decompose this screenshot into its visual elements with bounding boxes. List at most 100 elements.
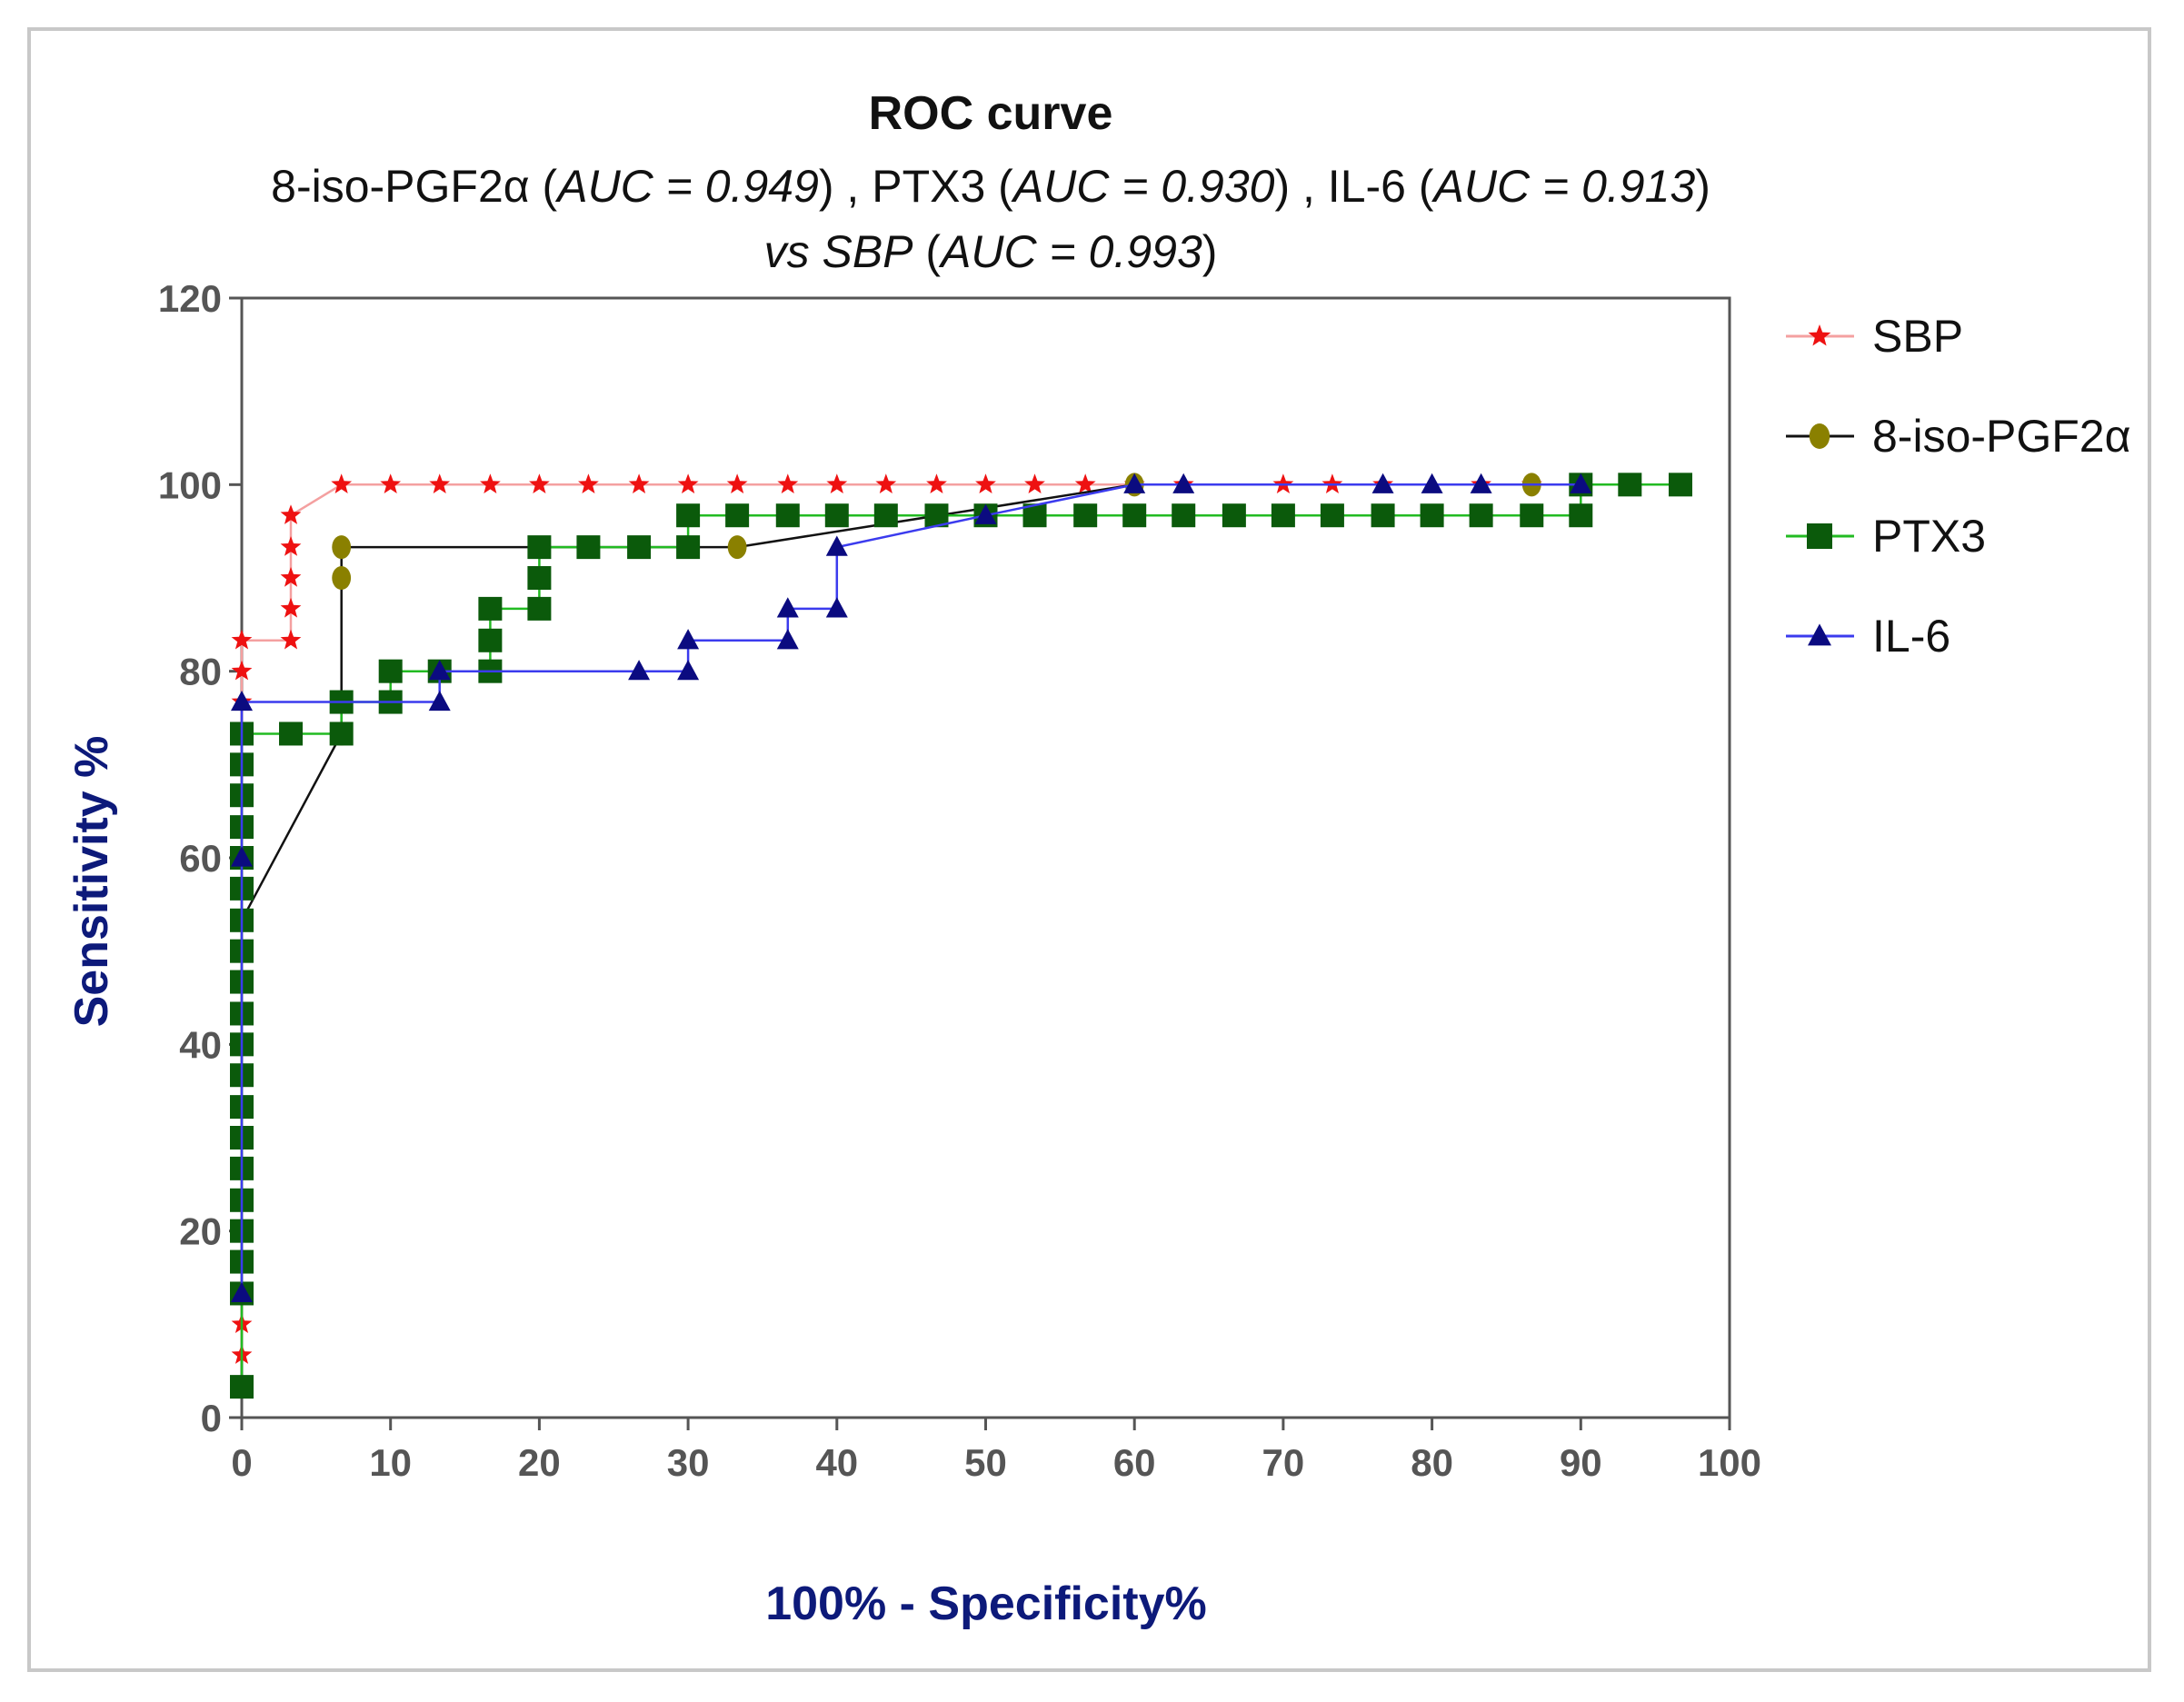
data-point-il-6 xyxy=(231,846,253,867)
subtitle-line-1-part-3: AUC = 0.930 xyxy=(1011,161,1275,212)
data-point-sbp xyxy=(280,504,302,524)
x-tick-label: 50 xyxy=(964,1441,1007,1484)
data-point-8-iso-pgf2 xyxy=(332,535,352,560)
y-tick-label: 40 xyxy=(179,1023,222,1066)
data-point-il-6 xyxy=(628,660,651,681)
data-point-sbp xyxy=(826,473,848,493)
legend-item-il-6: IL-6 xyxy=(1786,611,1950,662)
subtitle-line-2-part-3: ) xyxy=(1202,226,1218,277)
data-point-il-6 xyxy=(428,660,451,681)
legend-label-sbp: SBP xyxy=(1872,311,1963,362)
x-tick-label: 100 xyxy=(1698,1441,1761,1484)
data-point-ptx3 xyxy=(1520,503,1544,528)
legend-marker-il-6 xyxy=(1808,623,1831,646)
data-point-il-6 xyxy=(231,1281,253,1303)
legend-item-sbp: SBP xyxy=(1786,311,1963,362)
data-point-ptx3 xyxy=(378,659,403,683)
subtitle-line-1-part-0: 8-iso-PGF2α ( xyxy=(271,161,557,212)
data-point-8-iso-pgf2 xyxy=(332,566,352,590)
y-tick-label: 120 xyxy=(158,277,222,320)
legend-label-8-iso-pgf2: 8-iso-PGF2α xyxy=(1872,411,2131,462)
data-point-sbp xyxy=(331,473,353,493)
x-tick-label: 80 xyxy=(1411,1441,1453,1484)
data-point-il-6 xyxy=(776,597,799,618)
data-point-ptx3 xyxy=(1371,503,1395,528)
data-point-il-6 xyxy=(1371,473,1394,493)
data-point-ptx3 xyxy=(1420,503,1444,528)
data-point-sbp xyxy=(1024,473,1045,493)
data-point-sbp xyxy=(926,473,947,493)
data-point-sbp xyxy=(380,473,402,493)
data-point-il-6 xyxy=(974,503,997,524)
data-point-il-6 xyxy=(1421,473,1443,493)
data-point-il-6 xyxy=(776,629,799,650)
subtitle-line-1-part-2: ) , PTX3 ( xyxy=(819,161,1013,212)
series-il-6 xyxy=(231,473,1592,1303)
data-point-ptx3 xyxy=(1469,503,1493,528)
data-point-il-6 xyxy=(1570,473,1592,493)
series-ptx3 xyxy=(230,473,1692,1399)
data-point-ptx3 xyxy=(527,596,552,621)
data-point-ptx3 xyxy=(478,596,503,621)
data-point-ptx3 xyxy=(1320,503,1344,528)
chart-title: ROC curve xyxy=(869,87,1113,140)
data-point-ptx3 xyxy=(725,503,750,528)
data-point-sbp xyxy=(1074,473,1096,493)
y-tick-label: 80 xyxy=(179,651,222,693)
legend-marker-8-iso-pgf2 xyxy=(1809,423,1830,449)
data-point-ptx3 xyxy=(676,535,701,560)
data-point-sbp xyxy=(231,660,253,681)
y-tick-label: 0 xyxy=(201,1397,222,1439)
y-tick-label: 100 xyxy=(158,463,222,506)
legend-label-il-6: IL-6 xyxy=(1872,611,1950,662)
x-tick-label: 30 xyxy=(667,1441,710,1484)
subtitle-line-1-part-5: AUC = 0.913 xyxy=(1431,161,1696,212)
data-point-sbp xyxy=(280,629,302,650)
data-point-ptx3 xyxy=(329,722,354,746)
data-point-ptx3 xyxy=(775,503,800,528)
data-point-ptx3 xyxy=(676,503,701,528)
x-tick-label: 90 xyxy=(1560,1441,1602,1484)
series-line-sbp xyxy=(240,483,1680,1356)
data-point-sbp xyxy=(429,473,451,493)
data-point-il-6 xyxy=(677,660,700,681)
data-point-ptx3 xyxy=(1222,503,1246,528)
data-point-ptx3 xyxy=(1122,503,1147,528)
legend-label-ptx3: PTX3 xyxy=(1872,511,1986,562)
chart-subtitle-line-1: 8-iso-PGF2α (AUC = 0.949) , PTX3 (AUC = … xyxy=(271,161,1710,212)
data-point-sbp xyxy=(875,473,897,493)
subtitle-line-2-part-1: ( xyxy=(913,226,942,277)
data-point-ptx3 xyxy=(1271,503,1295,528)
plot-area xyxy=(240,296,1731,1419)
x-tick-label: 10 xyxy=(369,1441,412,1484)
data-point-il-6 xyxy=(231,690,253,712)
series-line-il-6 xyxy=(240,483,1581,1294)
data-point-ptx3 xyxy=(1668,473,1692,497)
y-tick-label: 60 xyxy=(179,837,222,880)
plot-series xyxy=(230,473,1692,1399)
data-point-sbp xyxy=(480,473,501,493)
data-point-ptx3 xyxy=(824,503,849,528)
subtitle-line-1-part-1: AUC = 0.949 xyxy=(554,161,819,212)
y-axis-label: Sensitivity % xyxy=(65,736,118,1028)
subtitle-line-2-part-2: AUC = 0.993 xyxy=(938,226,1202,277)
x-axis-ticks: 0 10 20 30 40 50 60 70 80 90 100 xyxy=(231,1418,1761,1484)
x-axis-label: 100% - Specificity% xyxy=(765,1578,1207,1630)
data-point-il-6 xyxy=(677,629,700,650)
data-point-il-6 xyxy=(825,535,848,556)
data-point-ptx3 xyxy=(576,535,601,560)
subtitle-line-1-part-6: ) xyxy=(1695,161,1710,212)
subtitle-line-2-part-0: vs SBP xyxy=(764,226,914,277)
data-point-ptx3 xyxy=(1569,503,1593,528)
data-point-sbp xyxy=(280,567,302,587)
x-tick-label: 40 xyxy=(815,1441,858,1484)
subtitle-line-1-part-4: ) , IL-6 ( xyxy=(1274,161,1433,212)
data-point-il-6 xyxy=(1470,473,1492,493)
data-point-il-6 xyxy=(1172,473,1195,493)
y-tick-label: 20 xyxy=(179,1210,222,1253)
legend-item-8-iso-pgf2: 8-iso-PGF2α xyxy=(1786,411,2131,462)
x-tick-label: 60 xyxy=(1113,1441,1156,1484)
data-point-sbp xyxy=(280,597,302,618)
data-point-il-6 xyxy=(1123,473,1146,493)
